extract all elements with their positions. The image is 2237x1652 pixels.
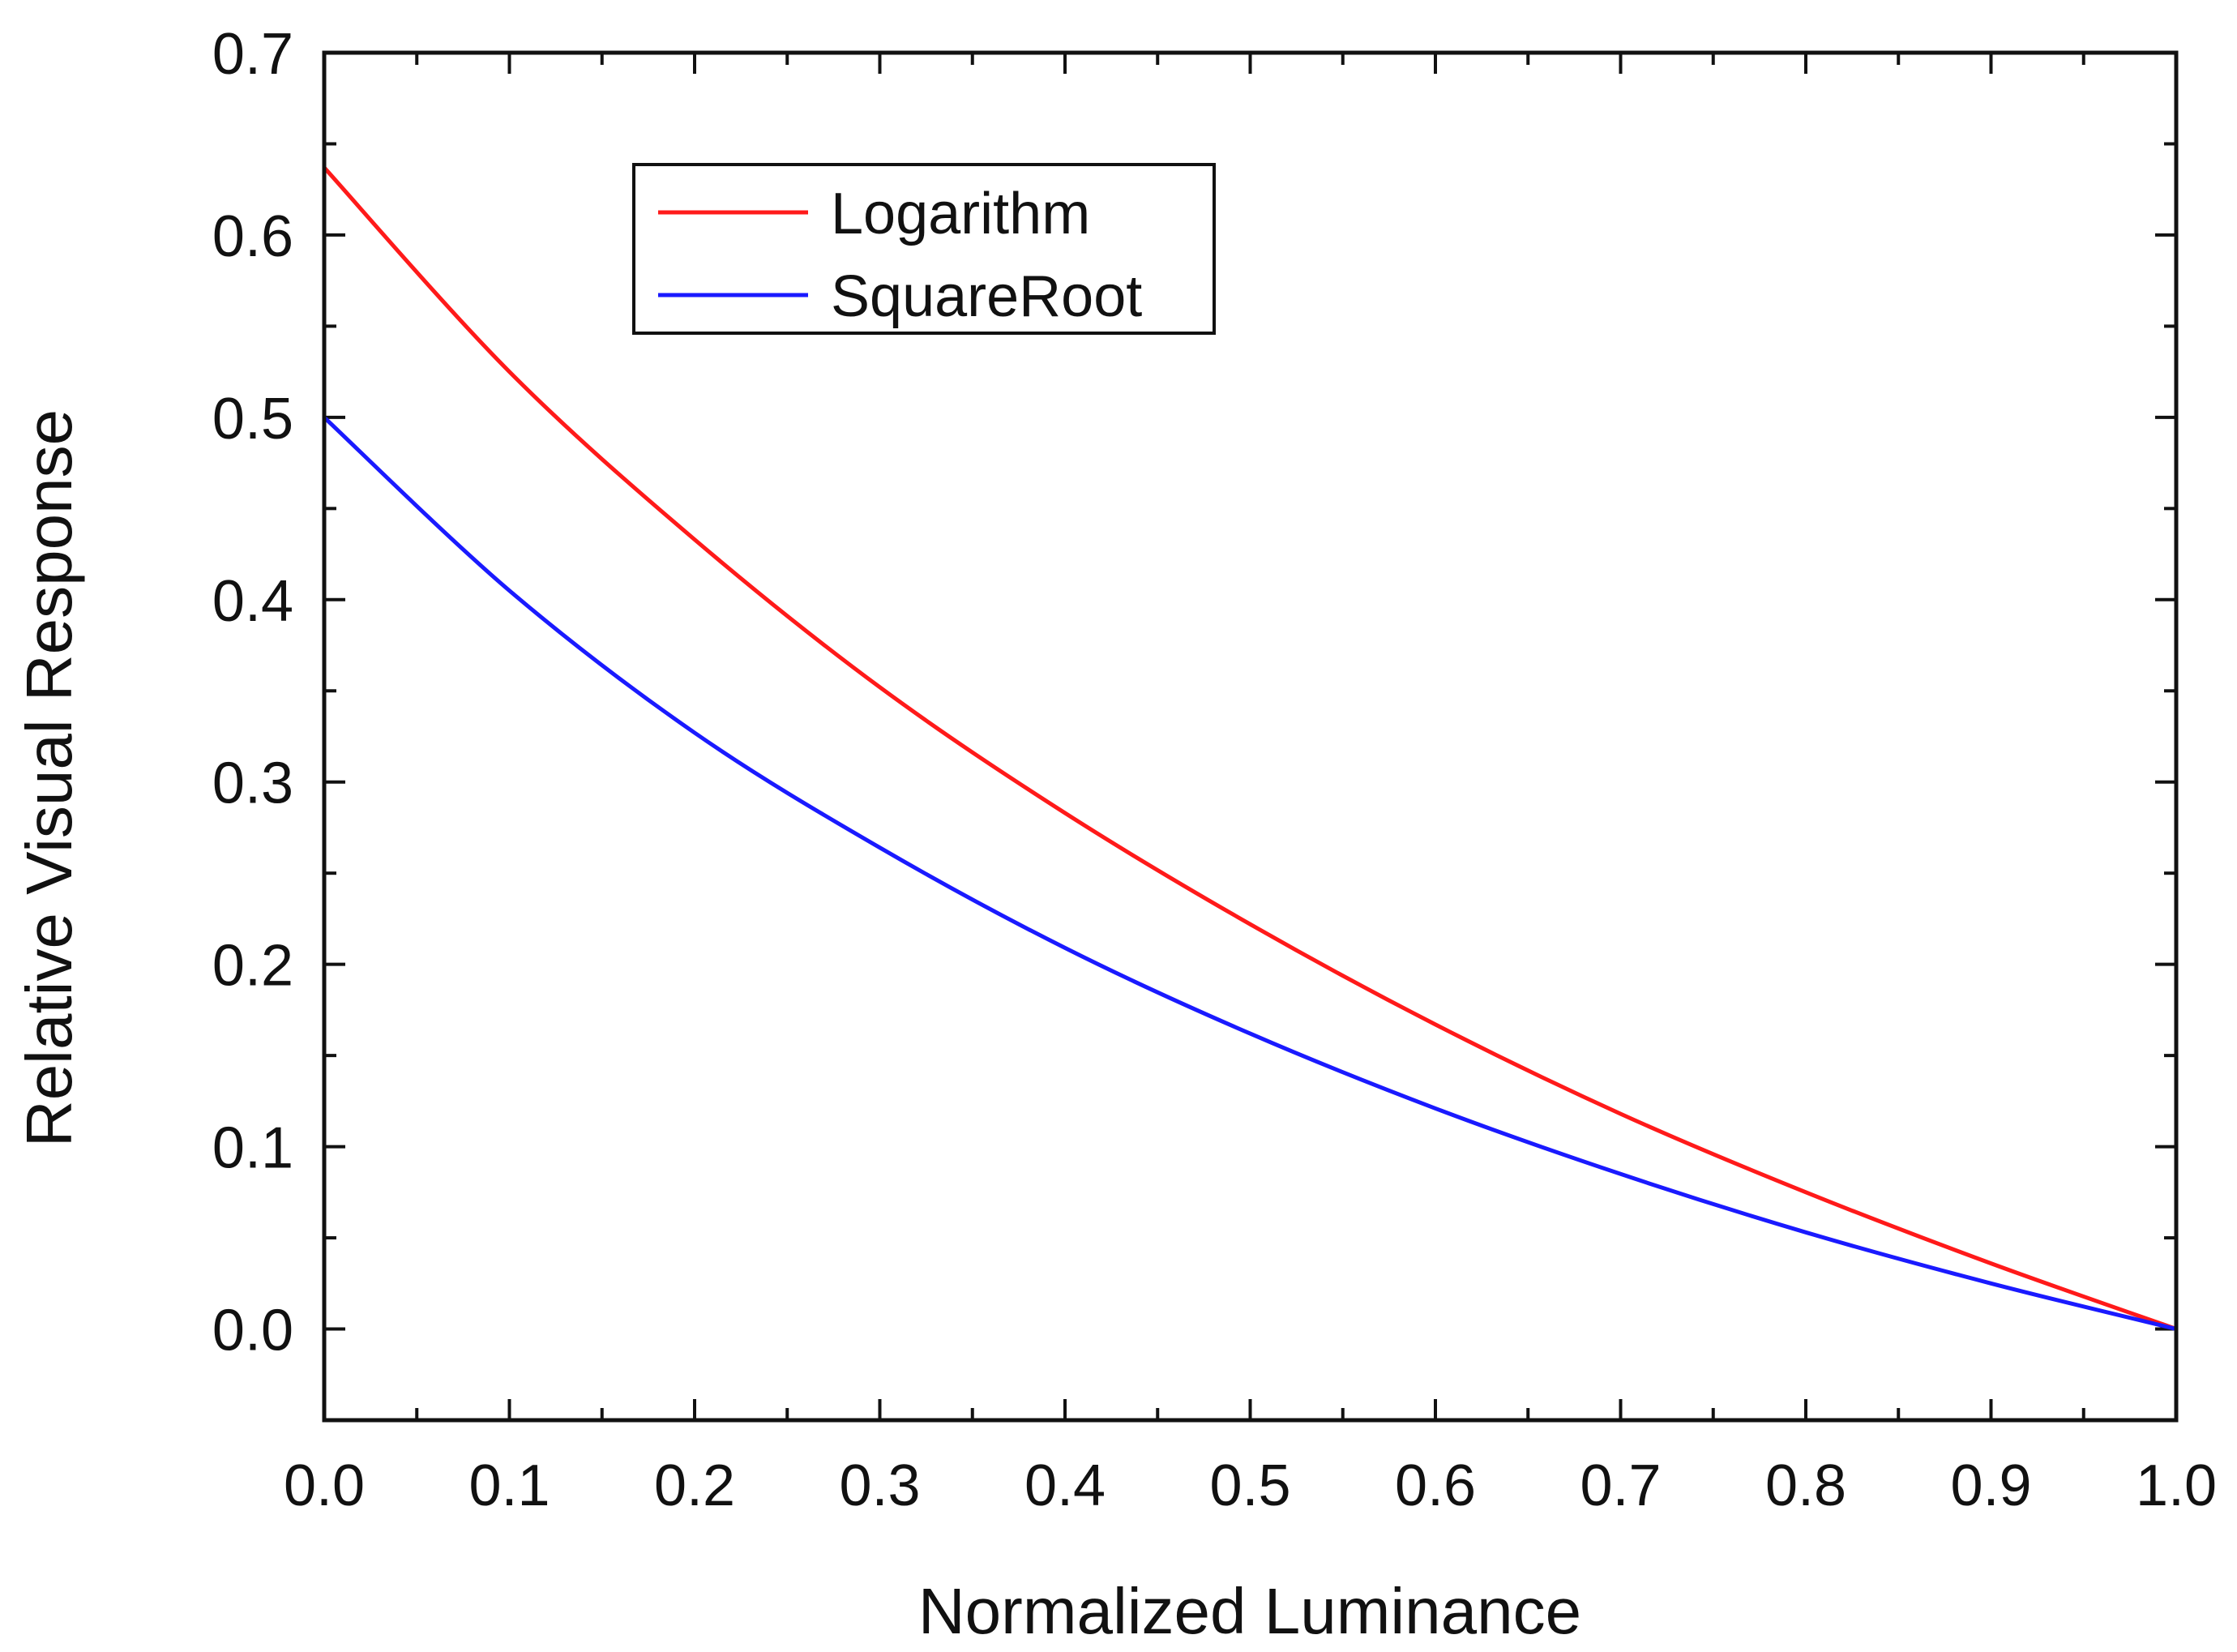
legend-box [632,163,1216,335]
y-tick-label: 0.2 [212,934,293,999]
x-tick-label: 0.2 [654,1453,735,1518]
x-tick-label: 0.6 [1395,1453,1476,1518]
series-lines [323,166,2177,1331]
y-tick-label: 0.1 [212,1116,293,1181]
y-tick-label: 0.6 [212,204,293,269]
series-line-logarithm [323,166,2177,1331]
y-tick-label: 0.0 [212,1299,293,1363]
x-tick-label: 0.7 [1580,1453,1661,1518]
y-tick-labels: 0.0 0.1 0.2 0.3 0.4 0.5 0.6 0.7 [212,22,293,1363]
x-tick-labels: 0.0 0.1 0.2 0.3 0.4 0.5 0.6 0.7 0.8 0.9 1.0 [284,1453,2217,1518]
legend: Logarithm SquareRoot [632,163,1216,335]
x-tick-label: 0.3 [839,1453,920,1518]
series-line-squareroot [323,416,2177,1331]
x-tick-label: 0.5 [1209,1453,1290,1518]
x-tick-label: 0.0 [284,1453,365,1518]
x-tick-label: 0.4 [1024,1453,1106,1518]
y-tick-label: 0.5 [212,387,293,452]
x-tick-label: 0.1 [468,1453,550,1518]
legend-label-logarithm: Logarithm [831,182,1090,246]
x-axis-title: Normalized Luminance [918,1575,1581,1647]
x-tick-label: 0.9 [1950,1453,2031,1518]
x-tick-label: 0.8 [1765,1453,1846,1518]
y-tick-label: 0.3 [212,751,293,816]
legend-label-squareroot: SquareRoot [831,264,1142,329]
y-tick-label: 0.4 [212,569,293,634]
x-tick-label: 1.0 [2136,1453,2217,1518]
y-tick-label: 0.7 [212,22,293,87]
y-axis-title: Relative Visual Response [13,409,85,1147]
plot-frame [322,50,2179,1423]
